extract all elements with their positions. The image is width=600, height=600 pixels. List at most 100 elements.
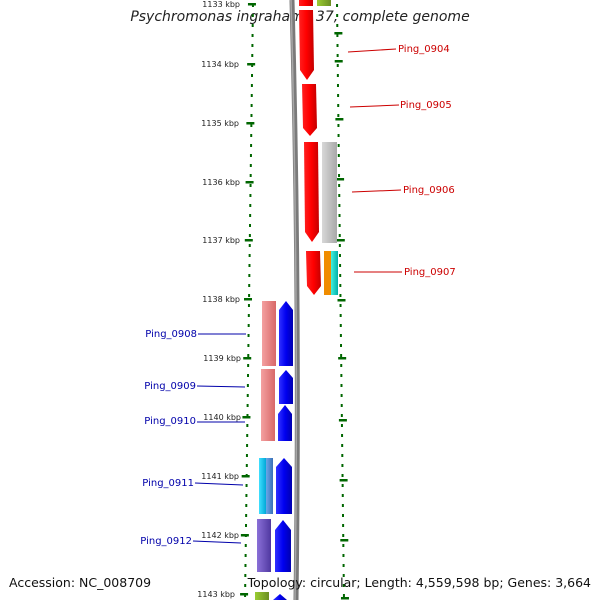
ruler-dot [342,554,345,557]
ruler-dot [251,74,254,77]
ruler-dot [337,124,340,127]
ruler-dot [341,504,344,507]
ruler-dot [342,584,345,587]
ruler-dot [340,344,343,347]
gene-arrow-ping-0907[interactable] [306,251,321,295]
gene-track-ping-0912[interactable] [257,519,271,572]
accession-text: Accession: NC_008709 [9,575,152,590]
ruler-major-tick [244,239,253,242]
ruler-dot [248,234,251,237]
tick-label: 1134 kbp [201,60,239,69]
gene-track-ping-0908[interactable] [262,301,276,366]
ruler-major-tick [241,475,250,478]
gene-label-ping-0908[interactable]: Ping_0908 [145,329,197,340]
ruler-dot [337,154,340,157]
tick-label: 1141 kbp [201,472,239,481]
partial-track-bottom[interactable] [255,592,269,600]
ruler-dot [251,24,254,27]
gene-arrow-ping-0912[interactable] [275,520,291,572]
gene-label-ping-0907[interactable]: Ping_0907 [404,267,456,278]
ruler-dot [336,64,339,67]
ruler-dot [342,534,345,537]
leader-line [349,104,400,108]
gene-label-ping-0905[interactable]: Ping_0905 [400,100,452,111]
gene-arrow-ping-0911[interactable] [276,458,292,514]
gene-track-ping-0911-b[interactable] [266,458,273,514]
gene-track-ping-0907-a[interactable] [324,251,331,295]
ruler-dot [251,14,254,17]
gene-label-ping-0906[interactable]: Ping_0906 [403,185,455,196]
ruler-dot [336,84,339,87]
ruler-dot [245,504,248,507]
ruler-dot [244,584,247,587]
ruler-dot [249,214,252,217]
ruler-dot [341,464,344,467]
ruler-dot [249,204,252,207]
ruler-dot [250,114,253,117]
ruler-dot [249,154,252,157]
ruler-dot [340,364,343,367]
gene-track-ping-0909-0910[interactable] [261,369,275,441]
gene-arrow-ping-0904[interactable] [299,10,314,80]
ruler-dot [342,564,345,567]
partial-gene-top[interactable] [317,0,331,6]
ruler-dot [247,374,250,377]
ruler-major-tick [336,178,345,181]
ruler-dot [247,354,250,357]
gene-arrow-ping-0906[interactable] [304,142,319,242]
ruler-major-tick [240,534,249,537]
ruler-dot [336,34,339,37]
gene-arrow-ping-0908[interactable] [279,301,293,366]
ruler-dot [245,454,248,457]
gene-arrow-ping-0905[interactable] [302,84,317,136]
ruler-dot [249,224,252,227]
ruler-dot [341,434,344,437]
ruler-major-tick [338,419,347,422]
gene-arrow-ping-0909[interactable] [279,370,293,404]
ruler-dot [337,134,340,137]
ruler-dot [339,334,342,337]
ruler-dot [249,164,252,167]
leader-line [192,540,242,544]
ruler-dot [336,14,339,17]
ruler-dot [339,274,342,277]
tick-label: 1139 kbp [203,354,241,363]
ruler-major-tick [340,539,349,542]
ruler-dot [251,44,254,47]
gene-label-ping-0909[interactable]: Ping_0909 [144,381,196,392]
ruler-dot [342,594,345,597]
ruler-dot [339,314,342,317]
ruler-dot [337,114,340,117]
gene-label-ping-0912[interactable]: Ping_0912 [140,536,192,547]
gene-label-ping-0911[interactable]: Ping_0911 [142,478,194,489]
gene-arrow-ping-0910[interactable] [278,405,292,441]
partial-gene-bottom[interactable] [273,594,287,600]
ruler-dot [338,174,341,177]
ruler-dot [251,54,254,57]
ruler-dot [250,94,253,97]
ruler-dot [338,254,341,257]
gene-label-ping-0910[interactable]: Ping_0910 [144,416,196,427]
tick-label: 1135 kbp [201,119,239,128]
ruler-dot [247,344,250,347]
ruler-major-tick [240,593,249,596]
partial-gene-top-forward[interactable] [299,0,313,6]
gene-label-ping-0904[interactable]: Ping_0904 [398,44,450,55]
ruler-dot [337,94,340,97]
ruler-major-tick [339,479,348,482]
ruler-dot [250,124,253,127]
tick-label: 1138 kbp [202,295,240,304]
ruler-dot [336,4,339,7]
gene-track-ping-0906[interactable] [322,142,337,243]
ruler-dot [245,524,248,527]
ruler-major-tick [245,181,254,184]
gene-track-ping-0907-b[interactable] [331,251,338,295]
genome-backbone [289,0,300,600]
ruler-dot [246,404,249,407]
ruler-dot [249,194,252,197]
ruler-dot [246,444,249,447]
gene-track-ping-0911-a[interactable] [259,458,266,514]
ruler-major-tick [337,299,346,302]
ruler-major-tick [246,122,255,125]
